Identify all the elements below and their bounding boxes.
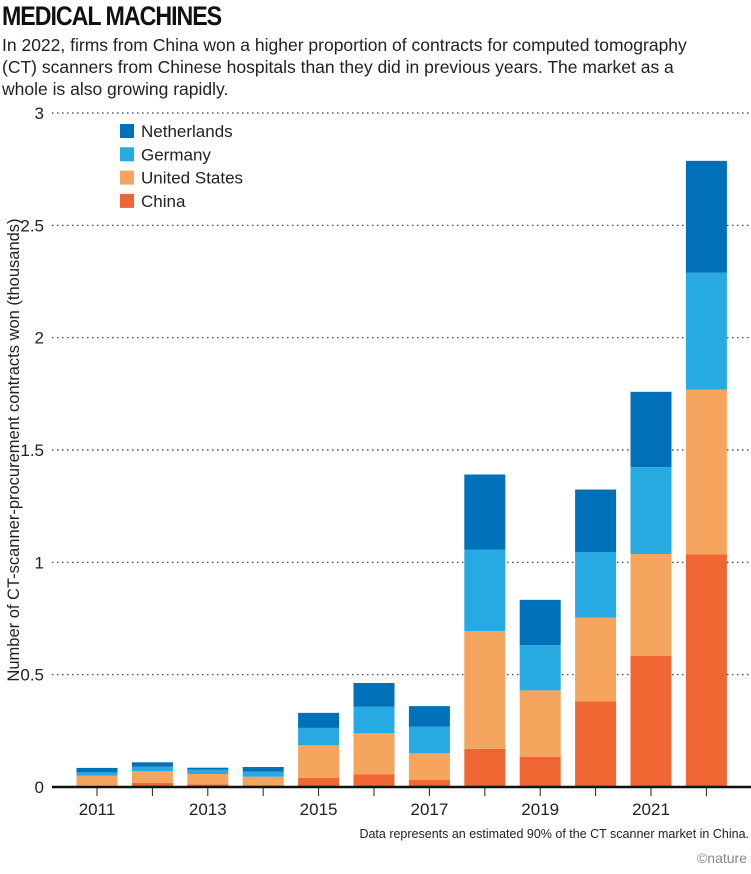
bar-segment-china-2020 (575, 701, 617, 787)
bar-segment-united-states-2018 (464, 631, 506, 749)
bar-segment-china-2013 (187, 784, 229, 787)
y-tick-label: 0 (35, 778, 44, 797)
bar-segment-china-2012 (131, 782, 173, 787)
bar-segment-germany-2017 (408, 726, 450, 754)
bar-segment-netherlands-2014 (242, 767, 284, 772)
x-tick-label: 2013 (189, 800, 227, 819)
legend-swatch-china (120, 193, 134, 208)
bar-segment-united-states-2020 (575, 617, 617, 702)
bar-segment-united-states-2011 (76, 775, 118, 786)
bar-segment-united-states-2022 (685, 389, 727, 555)
bar-segment-germany-2012 (131, 766, 173, 772)
x-tick-label: 2011 (79, 800, 116, 819)
bar-segment-china-2022 (685, 554, 727, 787)
bar-segment-netherlands-2017 (408, 706, 450, 727)
bar-segment-germany-2019 (519, 645, 561, 691)
bar-segment-netherlands-2021 (630, 391, 672, 468)
bar-segment-united-states-2013 (187, 773, 229, 785)
legend-swatch-germany (120, 147, 134, 162)
bar-segment-netherlands-2015 (298, 712, 340, 728)
bar-segment-netherlands-2022 (685, 160, 727, 273)
x-tick-label: 2019 (521, 800, 559, 819)
bar-segment-germany-2011 (76, 772, 118, 776)
bar-segment-germany-2015 (298, 727, 340, 746)
y-tick-label: 1 (35, 553, 44, 572)
legend-swatch-united-states (120, 170, 134, 185)
bar-segment-netherlands-2019 (519, 599, 561, 646)
bar-segment-united-states-2019 (519, 690, 561, 757)
footnote: Data represents an estimated 90% of the … (359, 827, 749, 841)
bar-segment-germany-2013 (187, 769, 229, 774)
bar-segment-china-2018 (464, 748, 506, 787)
y-tick-label: 2 (35, 329, 44, 348)
chart-subtitle: In 2022, firms from China won a higher p… (2, 35, 687, 99)
bar-segment-netherlands-2011 (76, 767, 118, 773)
bar-segment-china-2017 (408, 780, 450, 787)
bar-segment-united-states-2015 (298, 745, 340, 779)
chart-title: MEDICAL MACHINES (2, 1, 222, 31)
bar-segment-china-2016 (353, 774, 395, 787)
bar-segment-netherlands-2020 (575, 489, 617, 552)
y-tick-label: 0.5 (20, 666, 44, 685)
bar-segment-united-states-2012 (131, 771, 173, 783)
bar-segment-netherlands-2013 (187, 767, 229, 770)
x-tick-label: 2017 (410, 800, 448, 819)
y-tick-label: 2.5 (20, 216, 44, 235)
y-axis-label: Number of CT-scanner-procurement contrac… (5, 218, 23, 681)
bar-segment-netherlands-2012 (131, 762, 173, 767)
bar-segment-united-states-2017 (408, 753, 450, 781)
bar-segment-germany-2021 (630, 467, 672, 555)
bar-segment-germany-2022 (685, 272, 727, 390)
y-tick-label: 1.5 (20, 441, 44, 460)
bar-segment-china-2021 (630, 656, 672, 787)
legend-label: United States (141, 169, 243, 188)
bar-segment-united-states-2021 (630, 554, 672, 657)
y-tick-label: 3 (35, 104, 44, 123)
bar-segment-netherlands-2016 (353, 682, 395, 707)
bar-segment-united-states-2016 (353, 733, 395, 775)
bar-segment-germany-2016 (353, 706, 395, 734)
bar-segment-china-2019 (519, 756, 561, 787)
bar-segment-germany-2020 (575, 551, 617, 618)
legend-label: Germany (141, 145, 211, 164)
bar-segment-germany-2014 (242, 771, 284, 777)
nature-credit: ©nature (696, 850, 747, 866)
legend-label: China (141, 192, 186, 211)
bar-segment-china-2015 (298, 778, 340, 787)
bar-segment-germany-2018 (464, 549, 506, 632)
bar-segment-netherlands-2018 (464, 474, 506, 550)
bar-segment-united-states-2014 (242, 776, 284, 786)
legend-swatch-netherlands (120, 124, 134, 138)
x-tick-label: 2021 (632, 800, 670, 819)
legend-label: Netherlands (141, 122, 233, 141)
x-tick-label: 2015 (300, 800, 338, 819)
